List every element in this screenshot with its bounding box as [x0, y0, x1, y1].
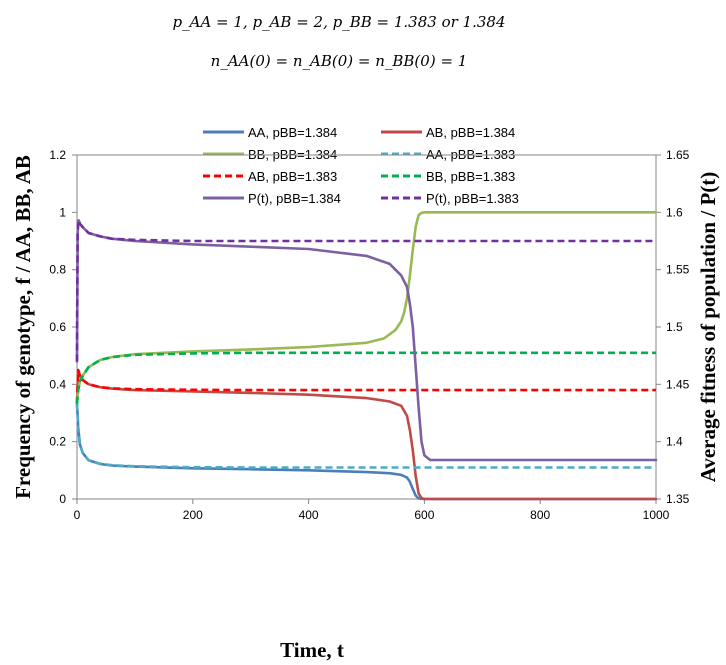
- series-line-5: [75, 351, 656, 404]
- y-left-tick-label: 1.2: [49, 148, 66, 162]
- y-right-tick-label: 1.4: [666, 435, 683, 449]
- x-tick-label: 800: [530, 508, 550, 522]
- y-right-tick-label: 1.35: [666, 492, 690, 506]
- x-tick-label: 1000: [643, 508, 670, 522]
- legend-label-0: AA, pBB=1.384: [248, 125, 337, 140]
- y-axis-title-right: Average fitness of population / P(t): [696, 172, 720, 483]
- series-line-3: [75, 403, 656, 469]
- y-left-tick-label: 0.2: [49, 435, 66, 449]
- plot-area: [76, 154, 657, 500]
- y-left-tick-label: 0.4: [49, 377, 66, 391]
- y-left-tick-label: 0: [59, 492, 66, 506]
- y-right-tick-label: 1.6: [666, 205, 683, 219]
- series-line-7: [75, 219, 656, 362]
- chart-title-line2: n_AA(0) = n_AB(0) = n_BB(0) = 1: [211, 52, 468, 70]
- x-axis-title: Time, t: [280, 638, 344, 662]
- y-axis-title-left: Frequency of genotype, f / AA, BB, AB: [11, 155, 35, 499]
- y-left-tick-label: 0.6: [49, 320, 66, 334]
- series-line-4: [75, 368, 656, 404]
- x-tick-label: 400: [299, 508, 319, 522]
- legend-label-1: AB, pBB=1.384: [426, 125, 515, 140]
- y-right-tick-label: 1.5: [666, 320, 683, 334]
- chart-title-line1: p_AA = 1, p_AB = 2, p_BB = 1.383 or 1.38…: [173, 13, 506, 31]
- legend-label-6: P(t), pBB=1.384: [248, 191, 341, 206]
- series-line-6: [75, 219, 658, 462]
- legend-label-7: P(t), pBB=1.383: [426, 191, 519, 206]
- y-left-tick-label: 0.8: [49, 263, 66, 277]
- series-line-0: [75, 402, 658, 501]
- y-left-tick-label: 1: [59, 205, 66, 219]
- y-right-tick-label: 1.55: [666, 263, 690, 277]
- x-tick-label: 200: [183, 508, 203, 522]
- y-right-tick-label: 1.45: [666, 377, 690, 391]
- x-tick-label: 600: [414, 508, 434, 522]
- x-tick-label: 0: [74, 508, 81, 522]
- series-layer: [75, 211, 658, 501]
- y-right-tick-label: 1.65: [666, 148, 690, 162]
- legend-label-5: BB, pBB=1.383: [426, 169, 515, 184]
- legend-label-4: AB, pBB=1.383: [248, 169, 337, 184]
